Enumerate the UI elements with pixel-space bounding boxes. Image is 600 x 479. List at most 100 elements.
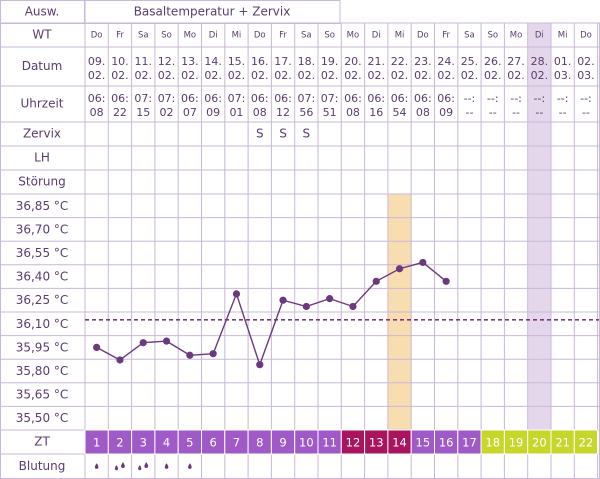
time-minute: -- — [535, 106, 543, 119]
date-day: 24. — [437, 55, 455, 68]
date-month: 02. — [414, 69, 432, 82]
date-day: 10. — [111, 55, 129, 68]
bleeding-drop-icon — [188, 463, 192, 469]
time-hour: 06: — [437, 92, 455, 105]
weekday-label: Mi — [395, 31, 405, 41]
weekday-label: So — [161, 31, 172, 41]
weekday-label: Fr — [116, 31, 124, 41]
time-minute: 02 — [160, 106, 174, 119]
temperature-point[interactable] — [279, 296, 287, 304]
weekday-label: Mo — [347, 31, 360, 41]
date-day: 26. — [484, 55, 502, 68]
zt-day-number: 7 — [233, 436, 240, 450]
date-day: 16. — [251, 55, 269, 68]
date-month: 02. — [321, 69, 339, 82]
temp-axis-label: 36,10 °C — [16, 317, 69, 331]
temp-axis-label: 35,65 °C — [16, 388, 69, 402]
temperature-point[interactable] — [395, 265, 404, 273]
temperature-point[interactable] — [116, 356, 124, 364]
time-minute: 08 — [416, 106, 430, 119]
date-month: 02. — [181, 69, 199, 82]
weekday-label: Fr — [442, 31, 450, 41]
temperature-point[interactable] — [372, 277, 380, 285]
temperature-point[interactable] — [349, 302, 357, 311]
time-minute: 09 — [206, 106, 220, 119]
date-day: 20. — [344, 55, 362, 68]
temperature-point[interactable] — [419, 258, 427, 267]
date-day: 14. — [204, 55, 222, 68]
temperature-point[interactable] — [209, 350, 217, 358]
date-month: 02. — [228, 69, 246, 82]
date-month: 02. — [204, 69, 222, 82]
weekday-label: Sa — [301, 31, 312, 41]
row-label-datum: Datum — [22, 59, 63, 73]
date-month: 02. — [507, 69, 525, 82]
zt-cell[interactable] — [573, 429, 599, 455]
row-label-stoerung: Störung — [18, 175, 65, 189]
temperature-point[interactable] — [326, 295, 334, 303]
time-minute: -- — [465, 106, 473, 119]
ausw-label: Ausw. — [25, 5, 60, 19]
date-month: 02. — [135, 69, 153, 82]
date-day: 02. — [577, 55, 595, 68]
weekday-label: Do — [580, 31, 592, 41]
zt-day-number: 12 — [346, 436, 361, 450]
date-month: 02. — [368, 69, 386, 82]
zt-day-number: 13 — [369, 436, 384, 450]
bleeding-drop-icon — [164, 463, 169, 469]
zt-day-number: 21 — [555, 436, 570, 450]
zt-day-number: 18 — [485, 436, 500, 450]
temperature-point[interactable] — [93, 343, 101, 351]
date-month: 03. — [577, 69, 595, 82]
row-label-wt: WT — [32, 28, 52, 42]
temperature-point[interactable] — [162, 337, 171, 345]
date-month: 02. — [274, 69, 292, 82]
temperature-point[interactable] — [442, 277, 450, 285]
date-month: 02. — [344, 69, 362, 82]
temperature-point[interactable] — [139, 339, 147, 347]
date-month: 03. — [554, 69, 572, 82]
zt-day-number: 16 — [439, 436, 454, 450]
date-day: 17. — [274, 55, 292, 68]
weekday-label: Di — [535, 31, 544, 41]
date-month: 02. — [111, 69, 129, 82]
time-hour: 06: — [414, 92, 432, 105]
date-day: 19. — [321, 55, 339, 68]
time-minute: 08 — [346, 106, 360, 119]
weekday-label: So — [487, 31, 498, 41]
temperature-point[interactable] — [302, 302, 310, 311]
date-day: 22. — [391, 55, 409, 68]
time-minute: 12 — [276, 106, 290, 119]
zt-day-number: 5 — [186, 436, 193, 450]
weekday-label: Do — [417, 31, 429, 41]
bleeding-drop-icon — [144, 462, 149, 469]
date-day: 28. — [531, 55, 549, 68]
zt-day-number: 9 — [279, 436, 286, 450]
time-minute: 08 — [90, 106, 104, 119]
date-month: 02. — [88, 69, 106, 82]
time-hour: 06: — [251, 92, 269, 105]
zervix-mark: S — [256, 127, 264, 141]
time-minute: 08 — [253, 106, 267, 119]
weekday-label: Mo — [510, 31, 523, 41]
zt-day-number: 14 — [392, 436, 407, 450]
zt-day-number: 19 — [509, 436, 524, 450]
temperature-point[interactable] — [232, 290, 241, 298]
time-hour: --: — [534, 92, 546, 105]
time-minute: 54 — [393, 106, 407, 119]
bleeding-drop-icon — [94, 463, 99, 469]
temperature-point[interactable] — [256, 361, 264, 369]
time-hour: 07: — [228, 92, 246, 105]
weekday-label: Mo — [184, 31, 197, 41]
temp-axis-label: 35,50 °C — [16, 411, 69, 425]
temp-axis-label: 35,80 °C — [16, 364, 69, 378]
date-month: 02. — [158, 69, 176, 82]
weekday-label: Mi — [558, 31, 568, 41]
temperature-point[interactable] — [186, 351, 194, 359]
zt-day-number: 11 — [322, 436, 337, 450]
date-month: 02. — [484, 69, 502, 82]
time-hour: --: — [580, 92, 592, 105]
weekday-label: Sa — [138, 31, 149, 41]
date-month: 02. — [461, 69, 479, 82]
